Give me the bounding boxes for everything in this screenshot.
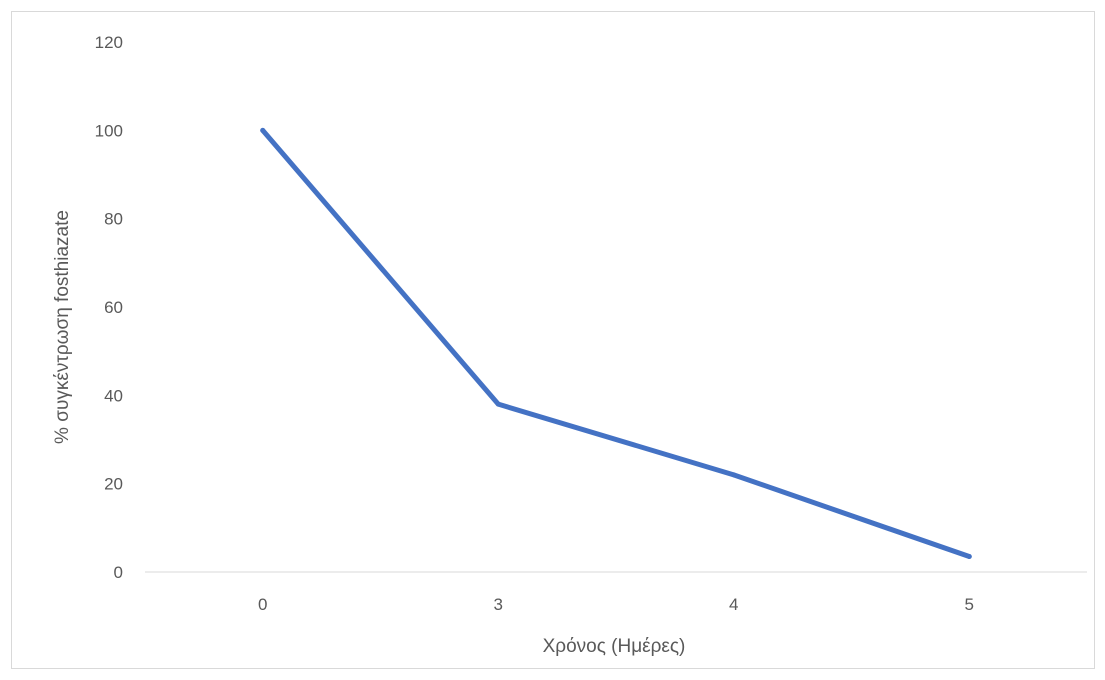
- y-tick-label: 100: [95, 121, 123, 140]
- series-line: [260, 127, 972, 560]
- y-tick-label: 60: [104, 298, 123, 317]
- x-tick-label: 4: [729, 595, 738, 614]
- data-point: [731, 472, 737, 478]
- y-axis-title: % συγκέντρωση fosthiazate: [52, 210, 73, 444]
- x-tick-label: 5: [965, 595, 974, 614]
- chart-area: [11, 11, 1095, 669]
- y-tick-label: 20: [104, 475, 123, 494]
- y-tick-label: 120: [95, 33, 123, 52]
- y-tick-label: 0: [114, 563, 123, 582]
- y-tick-labels: 0 20 40 60 80 100 120: [95, 33, 123, 582]
- data-point: [966, 554, 972, 560]
- series-group: [260, 127, 972, 560]
- x-tick-label: 3: [494, 595, 503, 614]
- y-tick-label: 80: [104, 210, 123, 229]
- x-tick-label: 0: [258, 595, 267, 614]
- x-tick-labels: 0 3 4 5: [258, 595, 974, 614]
- x-axis-title: Χρόνος (Ημέρες): [543, 636, 686, 657]
- data-point: [495, 401, 501, 407]
- y-tick-label: 40: [104, 386, 123, 405]
- data-point: [260, 127, 266, 133]
